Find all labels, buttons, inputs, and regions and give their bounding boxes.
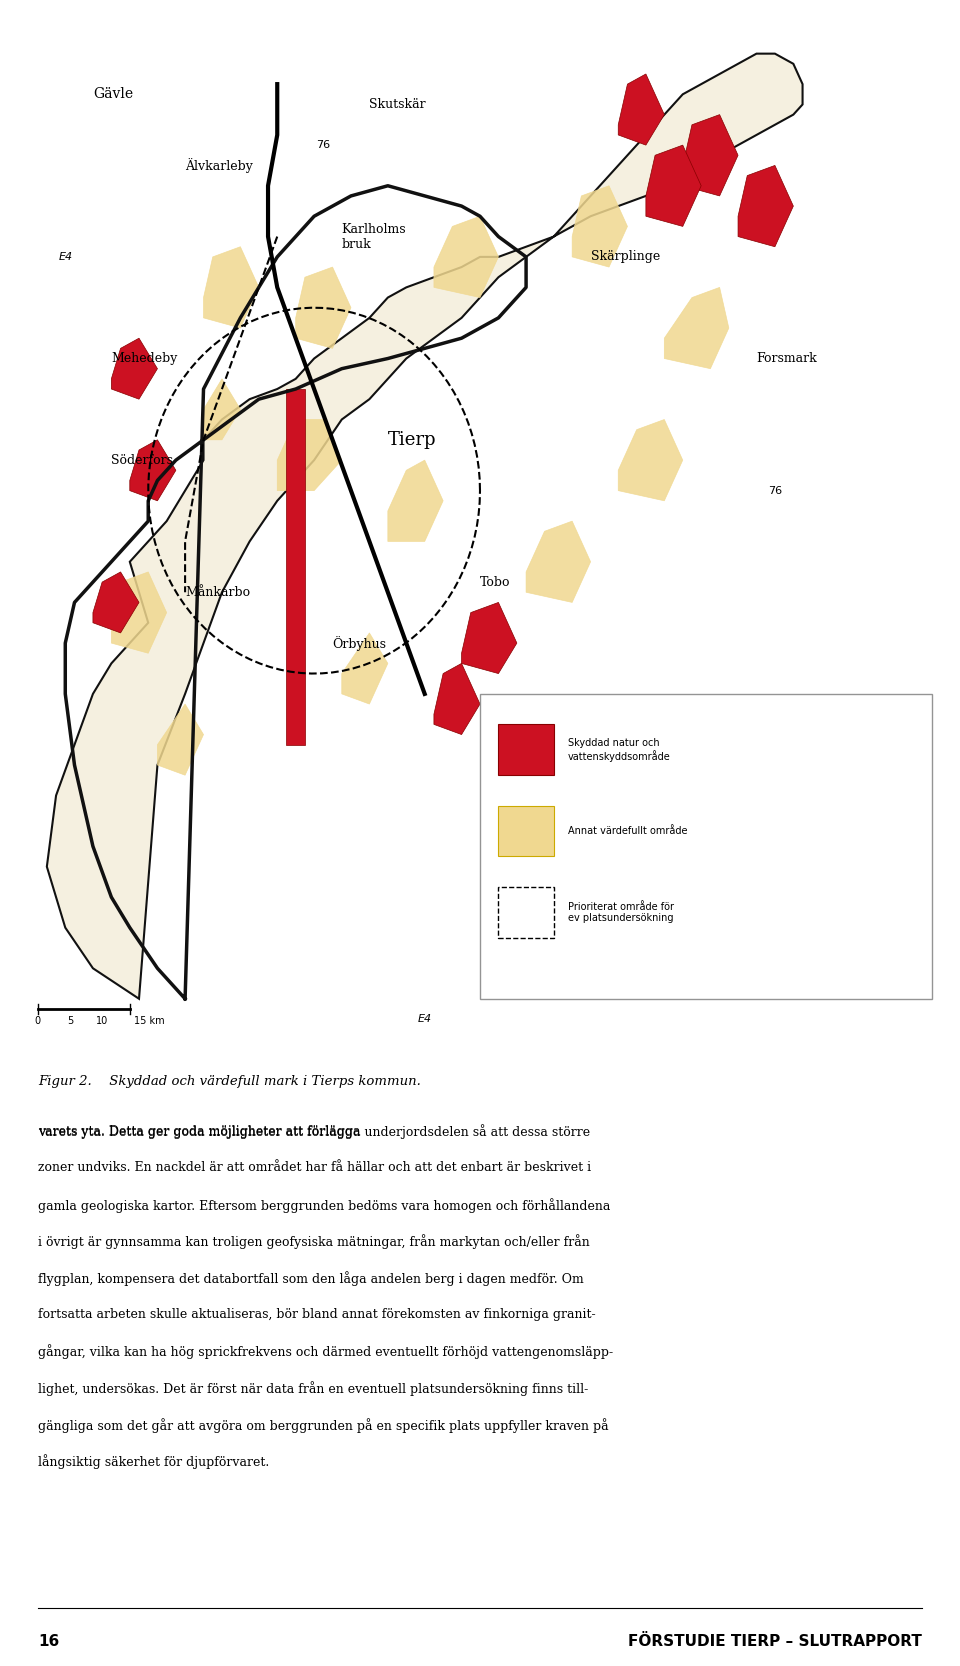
Polygon shape — [526, 521, 590, 603]
Text: Annat värdefullt område: Annat värdefullt område — [567, 826, 687, 836]
Polygon shape — [646, 145, 701, 227]
Polygon shape — [93, 571, 139, 633]
Polygon shape — [618, 420, 683, 501]
Text: zoner undviks. En nackdel är att området har få hällar och att det enbart är bes: zoner undviks. En nackdel är att området… — [38, 1161, 591, 1175]
Polygon shape — [204, 378, 240, 440]
Text: Mehedeby: Mehedeby — [111, 352, 178, 365]
Polygon shape — [111, 571, 167, 653]
Text: 76: 76 — [768, 485, 782, 496]
Text: 5: 5 — [67, 1016, 73, 1026]
Polygon shape — [434, 217, 498, 298]
Text: flygplan, kompensera det databortfall som den låga andelen berg i dagen medför. : flygplan, kompensera det databortfall so… — [38, 1271, 584, 1286]
Text: varets yta. Detta ger goda möjligheter att förlägga: varets yta. Detta ger goda möjligheter a… — [38, 1125, 365, 1138]
Text: Forsmark: Forsmark — [756, 352, 817, 365]
Polygon shape — [204, 247, 259, 328]
Text: lighet, undersökas. Det är först när data från en eventuell platsundersökning fi: lighet, undersökas. Det är först när dat… — [38, 1381, 588, 1396]
Polygon shape — [683, 115, 738, 197]
Text: 0: 0 — [35, 1016, 40, 1026]
Bar — [498, 806, 554, 856]
Text: fortsatta arbeten skulle aktualiseras, bör bland annat förekomsten av finkorniga: fortsatta arbeten skulle aktualiseras, b… — [38, 1308, 596, 1321]
Text: Söderfors: Söderfors — [111, 453, 174, 466]
Polygon shape — [277, 420, 342, 490]
Polygon shape — [434, 663, 480, 735]
Text: Gävle: Gävle — [93, 87, 133, 102]
Bar — [480, 695, 931, 1000]
Polygon shape — [618, 73, 664, 145]
Polygon shape — [296, 267, 351, 348]
Text: Prioriterat område för
ev platsundersökning: Prioriterat område för ev platsundersökn… — [567, 901, 674, 923]
Text: Tobo: Tobo — [480, 575, 511, 588]
Text: E4: E4 — [418, 1015, 432, 1025]
Polygon shape — [462, 603, 516, 673]
Polygon shape — [572, 187, 628, 267]
Text: gamla geologiska kartor. Eftersom berggrunden bedöms vara homogen och förhålland: gamla geologiska kartor. Eftersom berggr… — [38, 1198, 611, 1213]
Polygon shape — [664, 288, 729, 368]
Text: i övrigt är gynnsamma kan troligen geofysiska mätningar, från markytan och/eller: i övrigt är gynnsamma kan troligen geofy… — [38, 1235, 590, 1250]
Polygon shape — [130, 440, 176, 501]
Text: Tierp: Tierp — [388, 431, 437, 448]
Text: Örbyhus: Örbyhus — [332, 636, 387, 650]
Text: Skyddad natur och
vattenskyddsområde: Skyddad natur och vattenskyddsområde — [567, 738, 670, 761]
Text: FÖRSTUDIE TIERP – SLUTRAPPORT: FÖRSTUDIE TIERP – SLUTRAPPORT — [628, 1634, 922, 1649]
Text: gängliga som det går att avgöra om berggrunden på en specifik plats uppfyller kr: gängliga som det går att avgöra om bergg… — [38, 1418, 609, 1433]
Text: E4: E4 — [59, 252, 72, 262]
Polygon shape — [47, 53, 803, 1000]
Text: Skutskär: Skutskär — [370, 98, 426, 112]
Text: Älvkarleby: Älvkarleby — [185, 158, 253, 173]
Text: Månkarbo: Månkarbo — [185, 586, 251, 598]
Bar — [498, 725, 554, 775]
Text: Skärplinge: Skärplinge — [590, 250, 660, 263]
Polygon shape — [111, 338, 157, 400]
Text: Figur 2.  Skyddad och värdefull mark i Tierps kommun.: Figur 2. Skyddad och värdefull mark i Ti… — [38, 1075, 421, 1088]
Text: varets yta. Detta ger goda möjligheter att förlägga underjordsdelen så att dessa: varets yta. Detta ger goda möjligheter a… — [38, 1125, 590, 1140]
Bar — [498, 886, 554, 938]
Polygon shape — [157, 705, 204, 775]
Polygon shape — [738, 165, 793, 247]
Text: långsiktig säkerhet för djupförvaret.: långsiktig säkerhet för djupförvaret. — [38, 1454, 270, 1469]
Text: 16: 16 — [38, 1634, 60, 1649]
Text: 76: 76 — [316, 140, 330, 150]
Text: gångar, vilka kan ha hög sprickfrekvens och därmed eventuellt förhöjd vattengeno: gångar, vilka kan ha hög sprickfrekvens … — [38, 1344, 613, 1359]
Text: Karlholms
bruk: Karlholms bruk — [342, 223, 406, 250]
Polygon shape — [342, 633, 388, 705]
Polygon shape — [286, 390, 305, 745]
Text: 10: 10 — [96, 1016, 108, 1026]
Polygon shape — [388, 460, 444, 541]
Text: 15 km: 15 km — [134, 1016, 165, 1026]
